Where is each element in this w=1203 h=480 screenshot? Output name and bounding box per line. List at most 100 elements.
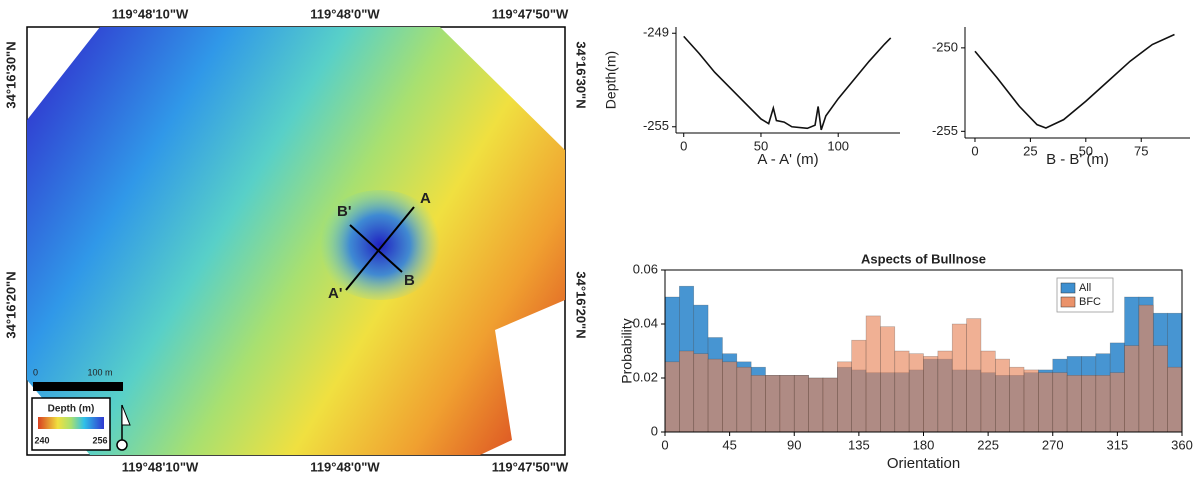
hist-bar [779, 374, 795, 433]
y-tick-label: 0 [651, 423, 658, 438]
hist-bar [966, 318, 982, 433]
y-tick-label: -249 [643, 25, 669, 40]
x-tick-label: 75 [1134, 143, 1148, 158]
hist-bar [980, 350, 996, 433]
north-arrow [116, 404, 131, 451]
legend-label: BFC [1079, 296, 1101, 308]
hist-bar [908, 353, 924, 433]
hist-bar [995, 358, 1010, 433]
lon-label: 119°48'0"W [310, 6, 380, 21]
hist-bar [1109, 372, 1125, 433]
x-tick-label: 0 [661, 437, 668, 452]
color-bar [38, 417, 104, 429]
y-tick-label: -255 [643, 118, 669, 133]
lat-label: 34°16'20"N [574, 271, 589, 338]
hist-bar [1052, 372, 1068, 433]
scale-length: 100 m [87, 367, 112, 377]
hist-bar [1167, 366, 1183, 433]
hist-bar [1124, 345, 1140, 433]
y-tick-label: 0.06 [633, 261, 658, 276]
x-tick-label: 90 [787, 437, 801, 452]
lat-label: 34°16'30"N [3, 41, 18, 108]
lon-label: 119°47'50"W [492, 6, 569, 21]
legend-min: 240 [34, 435, 49, 445]
lat-label: 34°16'20"N [3, 271, 18, 338]
hist-bar [679, 350, 695, 433]
x-tick-label: 0 [971, 143, 978, 158]
hist-bar [722, 361, 738, 433]
hist-bar [865, 315, 881, 433]
profile-line [974, 33, 1175, 129]
section-b [349, 224, 403, 273]
hist-bar [894, 350, 910, 433]
hist-bar [664, 361, 680, 433]
y-tick-label: 0.02 [633, 369, 658, 384]
bathymetry [27, 27, 565, 455]
lon-label: 119°48'10"W [122, 459, 199, 474]
legend-label: All [1079, 282, 1091, 294]
x-tick-label: 180 [913, 437, 935, 452]
legend-swatch [1060, 282, 1076, 294]
x-tick-label: 25 [1023, 143, 1037, 158]
lat-label: 34°16'30"N [574, 41, 589, 108]
hist-bar [707, 358, 723, 433]
x-tick-label: 45 [722, 437, 736, 452]
x-tick-label: 360 [1171, 437, 1193, 452]
lon-label: 119°48'0"W [310, 459, 380, 474]
chart-title: Aspects of Bullnose [861, 251, 986, 266]
hist-bar [736, 366, 752, 433]
scale-zero: 0 [33, 367, 38, 377]
legend-title: Depth (m) [48, 404, 95, 415]
section-label: B' [337, 203, 351, 220]
hist-bar [880, 326, 896, 433]
y-tick-label: -250 [932, 39, 958, 54]
y-axis-label: Probability [619, 318, 635, 383]
hist-bar [750, 374, 766, 433]
hist-bar [1138, 304, 1154, 433]
x-axis-label: A - A' (m) [757, 151, 818, 168]
scale-bar [33, 382, 123, 391]
hist-bar [693, 353, 709, 433]
legend-swatch [1060, 296, 1076, 308]
hist-bar [1152, 345, 1168, 433]
hist-bar [1081, 374, 1097, 433]
hist-bar [765, 374, 781, 433]
lon-label: 119°47'50"W [492, 459, 569, 474]
x-tick-label: 50 [1079, 143, 1093, 158]
section-a [345, 206, 415, 291]
profile-line [683, 35, 892, 131]
x-tick-label: 50 [754, 138, 768, 153]
hist-bar [1095, 374, 1111, 433]
x-tick-label: 0 [680, 138, 687, 153]
hist-bar [851, 339, 867, 433]
legend-max: 256 [92, 435, 107, 445]
section-label: A' [328, 285, 342, 302]
hist-bar [1038, 372, 1054, 433]
hist-bar [808, 377, 824, 433]
x-axis-label: Orientation [887, 455, 960, 472]
hist-bar [1023, 369, 1039, 433]
hist-bar [1066, 374, 1082, 433]
x-tick-label: 315 [1107, 437, 1129, 452]
hist-bar [822, 377, 838, 433]
hist-bar [793, 374, 809, 433]
y-tick-label: 0.04 [633, 315, 658, 330]
lon-label: 119°48'10"W [112, 6, 189, 21]
map: A B B' A' 119°48'10"W 119°48'0"W 119°47'… [3, 6, 588, 474]
section-label: A [420, 190, 431, 207]
depression [315, 190, 445, 300]
x-tick-label: 225 [977, 437, 999, 452]
x-tick-label: 270 [1042, 437, 1064, 452]
x-tick-label: 135 [848, 437, 870, 452]
section-label: B [404, 272, 415, 289]
hist-bar [951, 323, 967, 433]
x-tick-label: 100 [827, 138, 849, 153]
y-tick-label: -255 [932, 123, 958, 138]
hist-bar [937, 350, 953, 433]
y-axis-label: Depth(m) [603, 51, 619, 109]
x-axis-label: B - B' (m) [1046, 151, 1109, 168]
hist-bar [1009, 366, 1025, 433]
hist-bar [837, 361, 852, 433]
